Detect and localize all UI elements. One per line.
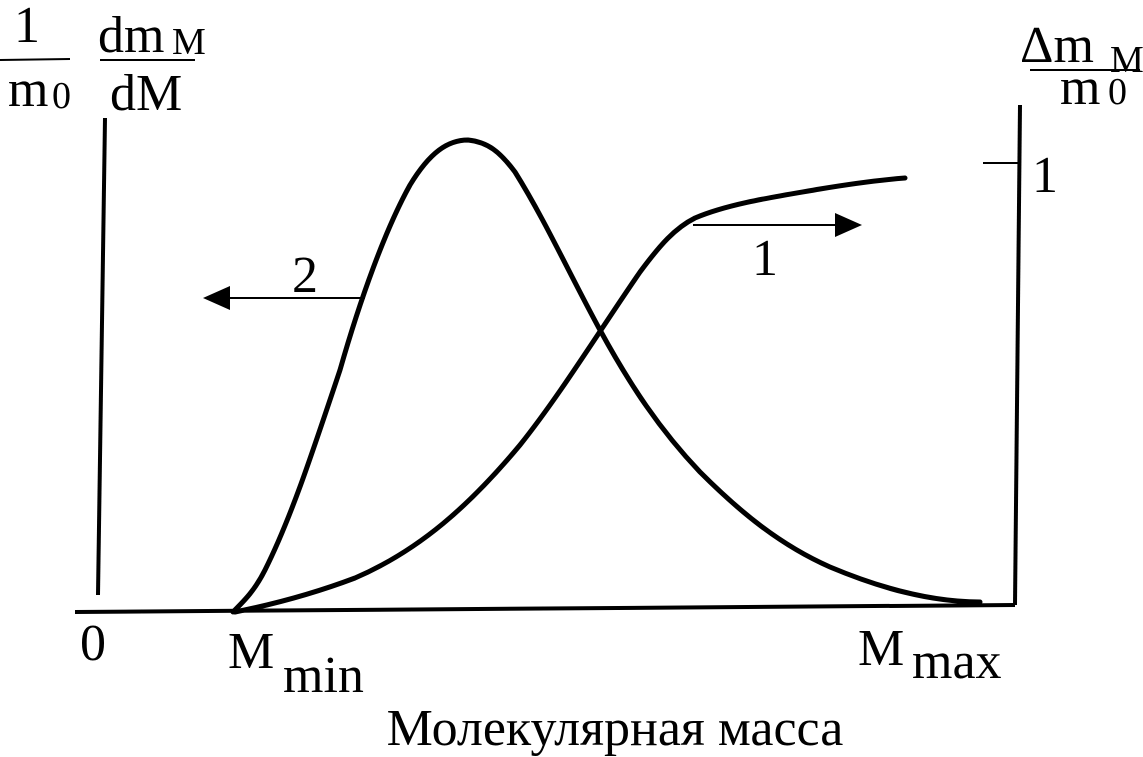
left-axis <box>96 117 107 596</box>
fraction-num-sub: M <box>172 21 206 63</box>
x-max-sub: max <box>912 633 1002 690</box>
x-axis-title: Молекулярная масса <box>387 700 844 757</box>
arrow-2-head <box>203 286 230 310</box>
x-axis <box>74 603 1016 614</box>
fraction-bar <box>0 58 71 61</box>
x-min-label: M <box>228 623 274 680</box>
fraction-num: 1 <box>14 0 40 54</box>
fraction-den: m <box>1060 59 1100 116</box>
right-axis <box>1013 104 1022 606</box>
x-max-label: M <box>858 620 904 677</box>
curve-1 <box>232 175 908 615</box>
fraction-num: dm <box>98 7 164 64</box>
fraction-num-sub: M <box>1110 39 1143 81</box>
curve-label: 2 <box>292 247 318 304</box>
fraction-den-sub: 0 <box>52 75 71 117</box>
curve-2 <box>230 137 983 615</box>
fraction-den-sub: 0 <box>1108 71 1127 113</box>
fraction-den: dM <box>110 65 182 122</box>
origin-label: 0 <box>80 615 106 672</box>
curve-label: 1 <box>752 230 778 287</box>
arrow-1-head <box>835 213 862 237</box>
x-min-sub: min <box>283 647 364 704</box>
fraction-num: Δm <box>1020 17 1094 74</box>
right-tick-label: 1 <box>1032 147 1058 204</box>
fraction-den: m <box>8 61 48 118</box>
